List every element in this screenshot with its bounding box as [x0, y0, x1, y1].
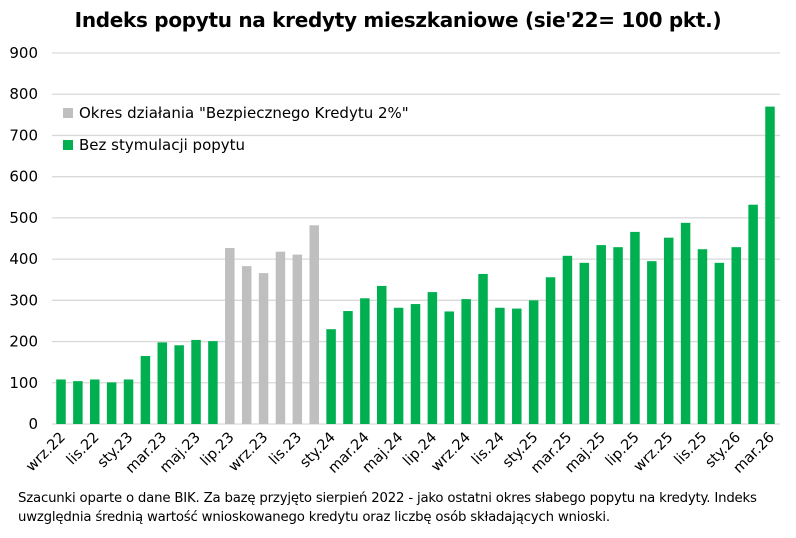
- y-tick-label: 800: [9, 85, 38, 103]
- bar: [343, 311, 353, 424]
- bar: [393, 307, 404, 424]
- bar: [613, 247, 623, 424]
- bar: [697, 249, 708, 424]
- bar: [140, 355, 151, 424]
- bar: [326, 329, 336, 424]
- y-tick-label: 200: [9, 333, 38, 351]
- legend-swatch: [63, 140, 73, 150]
- bar: [663, 237, 674, 424]
- y-tick-label: 600: [9, 168, 38, 186]
- legend-label: Okres działania "Bezpiecznego Kredytu 2%…: [79, 104, 409, 122]
- bar: [528, 300, 539, 424]
- bar: [495, 307, 505, 424]
- bar: [596, 245, 606, 424]
- bar: [562, 255, 573, 424]
- bar: [579, 262, 590, 424]
- bar: [630, 231, 640, 424]
- legend-swatch: [63, 108, 73, 118]
- bar: [90, 379, 100, 424]
- bar: [258, 273, 269, 424]
- bar: [410, 304, 421, 424]
- bar: [647, 261, 657, 424]
- y-tick-label: 700: [9, 126, 38, 144]
- chart-title: Indeks popytu na kredyty mieszkaniowe (s…: [74, 8, 722, 32]
- bar: [731, 247, 741, 424]
- bar: [56, 379, 66, 424]
- bar: [461, 299, 471, 424]
- y-tick-label: 900: [9, 44, 38, 62]
- bar: [427, 292, 438, 424]
- bar: [444, 311, 455, 424]
- bar: [360, 298, 370, 424]
- bar: [292, 254, 303, 424]
- bar: [512, 308, 522, 424]
- chart-footnote: Szacunki oparte o dane BIK. Za bazę przy…: [18, 491, 757, 525]
- y-tick-label: 300: [9, 291, 38, 309]
- y-tick-label: 100: [9, 374, 38, 392]
- bar: [680, 222, 691, 424]
- bar: [765, 106, 775, 424]
- x-tick-label: wrz.22: [23, 430, 69, 476]
- bar: [106, 382, 117, 424]
- bar: [157, 342, 168, 424]
- bar: [123, 379, 134, 424]
- bar: [241, 266, 252, 424]
- bar: [191, 339, 201, 424]
- y-tick-label: 0: [28, 415, 38, 433]
- legend-label: Bez stymulacji popytu: [79, 136, 245, 154]
- bar: [478, 273, 488, 424]
- bar: [73, 381, 83, 424]
- bar: [309, 225, 319, 424]
- bar: [174, 345, 184, 424]
- y-tick-label: 400: [9, 250, 38, 268]
- bar: [225, 247, 235, 424]
- bar: [545, 277, 556, 424]
- bar: [748, 204, 758, 424]
- bar: [714, 262, 725, 424]
- bar: [376, 285, 387, 424]
- bar-chart: 0100200300400500600700800900wrz.22lis.22…: [9, 44, 780, 477]
- bar: [208, 341, 218, 424]
- bar: [275, 251, 286, 424]
- y-tick-label: 500: [9, 209, 38, 227]
